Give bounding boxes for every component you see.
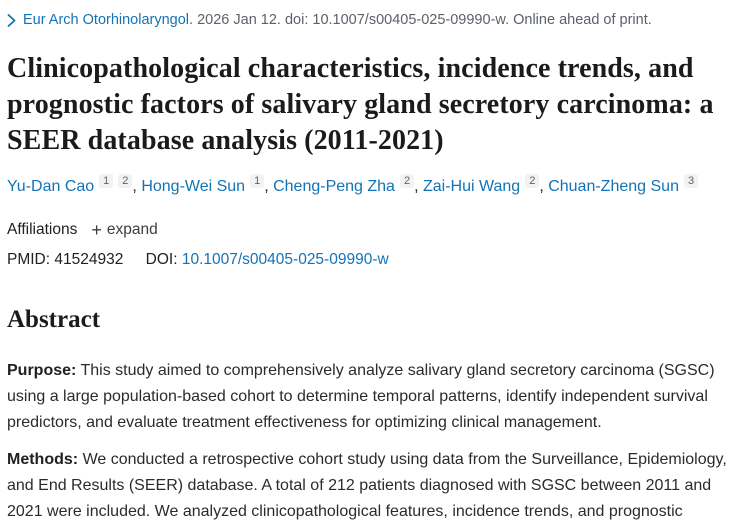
journal-citation: Eur Arch Otorhinolaryngol. 2026 Jan 12. … [7, 10, 742, 30]
citation-details: 2026 Jan 12. doi: 10.1007/s00405-025-099… [197, 12, 652, 28]
doi-link[interactable]: 10.1007/s00405-025-09990-w [181, 251, 389, 268]
author-link[interactable]: Zai-Hui Wang [422, 178, 521, 195]
author-affiliation-sup[interactable]: 2 [118, 174, 133, 188]
pmid-label: PMID: [7, 251, 51, 268]
journal-link[interactable]: Eur Arch Otorhinolaryngol. [23, 12, 194, 28]
article-title: Clinicopathological characteristics, inc… [7, 53, 714, 156]
author-link[interactable]: Chuan-Zheng Sun [548, 178, 679, 195]
citation-text: Eur Arch Otorhinolaryngol. 2026 Jan 12. … [23, 10, 652, 30]
author-separator: , [264, 178, 274, 195]
abstract-paragraph-methods: Methods: We conducted a retrospective co… [7, 447, 742, 525]
author-link[interactable]: Hong-Wei Sun [141, 178, 246, 195]
doi-label: DOI: [145, 251, 178, 268]
abstract-paragraph-purpose: Purpose: This study aimed to comprehensi… [7, 358, 742, 436]
methods-text: We conducted a retrospective cohort stud… [7, 451, 727, 520]
purpose-label: Purpose: [7, 362, 77, 379]
expand-affiliations-button[interactable]: + expand [91, 221, 157, 239]
author-affiliation-sup[interactable]: 2 [525, 174, 540, 188]
identifiers-row: PMID: 41524932 DOI: 10.1007/s00405-025-0… [7, 251, 742, 269]
author-link[interactable]: Cheng-Peng Zha [273, 178, 395, 195]
author-affiliation-sup[interactable]: 3 [683, 174, 699, 188]
author-affiliation-sup[interactable]: 1 [99, 174, 114, 188]
methods-label: Methods: [7, 451, 79, 468]
author-separator: , [132, 178, 142, 195]
purpose-text: This study aimed to comprehensively anal… [7, 362, 715, 431]
authors-list: Yu-Dan Cao 1 2, Hong-Wei Sun 1, Cheng-Peng … [7, 174, 737, 198]
affiliations-label: Affiliations [7, 221, 78, 238]
pmid-value: 41524932 [54, 251, 124, 268]
chevron-right-icon[interactable] [7, 13, 16, 27]
author-separator: , [414, 178, 423, 195]
abstract-heading: Abstract [7, 306, 101, 333]
author-affiliation-sup[interactable]: 1 [250, 174, 265, 188]
plus-icon: + [91, 220, 102, 240]
author-affiliation-sup[interactable]: 2 [399, 174, 415, 188]
affiliations-row: Affiliations + expand [7, 221, 742, 239]
author-link[interactable]: Yu-Dan Cao [7, 178, 95, 195]
doi-group: DOI: 10.1007/s00405-025-09990-w [146, 251, 389, 268]
author-separator: , [539, 178, 549, 195]
expand-label: expand [106, 221, 158, 238]
